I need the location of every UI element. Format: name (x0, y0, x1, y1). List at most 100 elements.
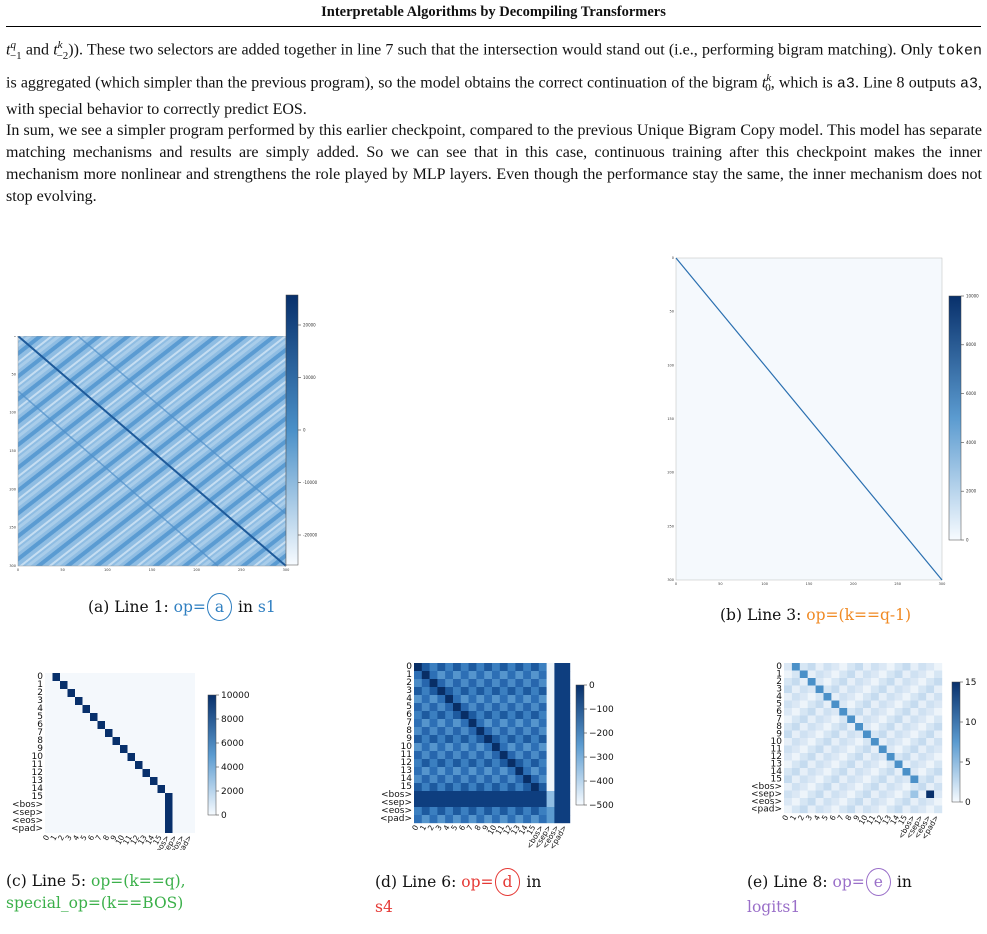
heatmap-d-cell (468, 671, 477, 680)
heatmap-d-cell (421, 687, 430, 696)
heatmap-e-cell (855, 670, 864, 679)
heatmap-d-cell (468, 703, 477, 712)
x-tick-label: 0 (17, 568, 19, 572)
heatmap-d-cell (476, 783, 485, 792)
heatmap-e-cell (886, 678, 895, 686)
heatmap-e-cell (831, 805, 840, 814)
heatmap-e-cell (878, 693, 887, 701)
x-axis-label: 7 (94, 833, 104, 842)
heatmap-e-cell (894, 723, 903, 731)
heatmap-d-cell (531, 791, 539, 800)
heatmap-d-cell (531, 735, 539, 744)
heatmap-d-cell (499, 799, 508, 808)
heatmap-e-cell (870, 775, 879, 784)
heatmap-e-cell (926, 805, 935, 814)
heatmap-e-cell (784, 738, 793, 746)
heatmap-d-cell (546, 703, 555, 712)
caption-b: (b) Line 3: op=(k==q-1) (720, 606, 912, 624)
heatmap-d-cell (499, 783, 508, 792)
heatmap-d-cell (437, 711, 446, 720)
heatmap-d-cell (554, 743, 563, 752)
heatmap-d-cell (492, 775, 500, 784)
heatmap-e-cell (815, 715, 824, 724)
y-axis-label: 13 (401, 766, 412, 776)
heatmap-e-cell (918, 693, 927, 701)
heatmap-d-cell (562, 703, 571, 712)
heatmap-d-cell (468, 799, 477, 808)
heatmap-d-cell (538, 679, 547, 688)
heatmap-d-cell (476, 711, 485, 720)
y-axis-label: 3 (37, 696, 43, 706)
heatmap-e-cell (886, 783, 895, 791)
heatmap-e-cell (839, 783, 848, 791)
heatmap-e-cell (878, 775, 887, 784)
heatmap-d-cell (445, 719, 454, 728)
y-tick-label: 50 (12, 372, 16, 376)
heatmap-e-cell (910, 708, 919, 716)
heatmap-e-cell (855, 798, 864, 806)
heatmap-d-cell (476, 663, 485, 672)
y-axis-label: 0 (776, 662, 782, 672)
heatmap-d-cell (453, 703, 461, 712)
heatmap-e-cell (823, 678, 832, 686)
heatmap-e-cell (863, 670, 872, 679)
heatmap-e-cell (791, 783, 800, 791)
heatmap-d-cell (476, 767, 485, 776)
heatmap-e-cell (870, 745, 879, 754)
heatmap-d-cell (453, 671, 461, 680)
heatmap-d-cell (531, 815, 539, 824)
heatmap-d-cell (429, 687, 438, 696)
heatmap-e-cell (894, 730, 903, 739)
heatmap-e-cell (839, 798, 848, 806)
y-axis-label: 10 (771, 737, 783, 747)
heatmap-d-cell (531, 751, 539, 760)
heatmap-e-cell (902, 798, 911, 806)
heatmap-d-cell (468, 711, 477, 720)
heatmap-e-cell (863, 685, 872, 694)
heatmap-d-cell (523, 751, 532, 760)
heatmap-d-cell (453, 775, 461, 784)
heatmap-d-cell (531, 799, 539, 808)
heatmap-d-cell (445, 791, 454, 800)
heatmap-e-cell (926, 685, 935, 694)
heatmap-e-cell (815, 798, 824, 806)
x-axis-label: 12 (129, 833, 142, 846)
heatmap-d-cell (453, 711, 461, 720)
heatmap-e-cell (831, 678, 840, 686)
y-axis-label: 3 (406, 686, 412, 696)
heatmap-e-cell (926, 715, 935, 724)
heatmap-d-cell (554, 687, 563, 696)
heatmap-e-cell (902, 715, 911, 724)
x-axis-label: 10 (857, 813, 870, 826)
heatmap-e-cell (910, 678, 919, 686)
colorbar-tick-label: 0 (221, 811, 227, 821)
heatmap-e-cell (863, 693, 872, 701)
heatmap-e-cell (823, 685, 832, 694)
heatmap-d-cell (429, 735, 438, 744)
heatmap-e-cell (926, 775, 935, 784)
heatmap-c-bos-column (165, 801, 173, 833)
heatmap-e-cell (823, 745, 832, 754)
heatmap-c-cell (67, 689, 75, 697)
heatmap-d-cell (429, 791, 438, 800)
heatmap-e-cell (855, 745, 864, 754)
heatmap-d-cell (445, 735, 454, 744)
heatmap-d-cell (460, 727, 469, 736)
heatmap-b-y-ticks: 0 50 100 150 200 250 300 (667, 256, 674, 582)
heatmap-d-cell (515, 695, 524, 704)
heatmap-e-cell (863, 678, 872, 686)
y-axis-label: 9 (37, 744, 43, 754)
heatmap-e-cell (831, 685, 840, 694)
heatmap-e-cell (855, 730, 864, 739)
heatmap-d-cell (421, 663, 430, 672)
heatmap-d-cell (421, 751, 430, 760)
heatmap-d-cell (484, 719, 493, 728)
heatmap-e-cell (894, 685, 903, 694)
heatmap-d-cell (460, 799, 469, 808)
colorbar-tick-label: 8000 (966, 342, 977, 347)
heatmap-d-cell (429, 663, 438, 672)
heatmap-d-cell (507, 687, 516, 696)
y-tick-label: 200 (667, 471, 674, 475)
heatmap-d-cell (460, 703, 469, 712)
heatmap-e-cell (784, 760, 793, 769)
